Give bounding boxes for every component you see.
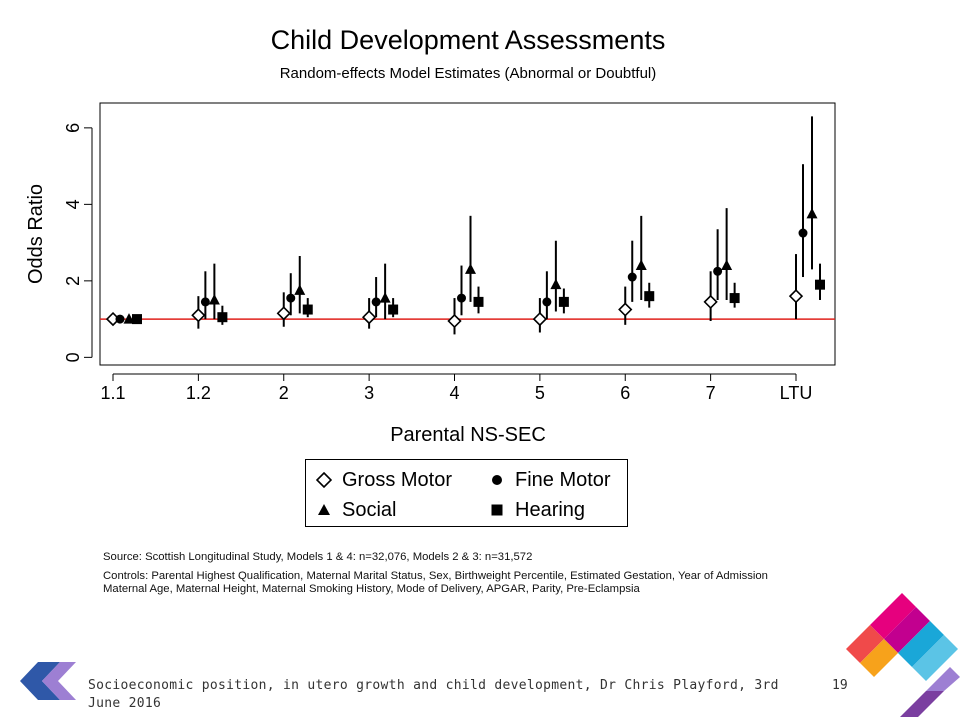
circle-filled-icon bbox=[492, 475, 502, 485]
y-tick-label: 4 bbox=[63, 199, 83, 209]
data-point-fine-motor bbox=[457, 293, 466, 303]
x-tick-label: 3 bbox=[364, 383, 374, 403]
legend: Gross Motor Fine Motor Social Hearing bbox=[305, 459, 628, 527]
data-point-gross-motor bbox=[532, 311, 548, 327]
data-point-gross-motor bbox=[447, 313, 462, 329]
data-point-social bbox=[123, 313, 135, 324]
logo-right-icon bbox=[846, 593, 960, 717]
data-point-hearing bbox=[558, 296, 569, 307]
data-point-gross-motor bbox=[361, 310, 377, 325]
data-point-fine-motor bbox=[286, 293, 296, 303]
diamond-open-icon bbox=[316, 472, 332, 488]
source-note: Source: Scottish Longitudinal Study, Mod… bbox=[103, 551, 533, 563]
data-point-fine-motor bbox=[798, 228, 808, 238]
x-tick-label: 5 bbox=[535, 383, 545, 403]
y-tick-label: 0 bbox=[63, 352, 83, 362]
chart: Child Development Assessments Random-eff… bbox=[25, 25, 836, 446]
page-number: 19 bbox=[832, 678, 848, 693]
x-axis-label: Parental NS-SEC bbox=[390, 424, 546, 446]
square-filled-icon bbox=[491, 504, 503, 516]
data-point-gross-motor bbox=[703, 294, 718, 310]
data-point-hearing bbox=[302, 304, 313, 315]
data-point-gross-motor bbox=[788, 289, 804, 304]
legend-label: Fine Motor bbox=[515, 469, 611, 491]
data-point-hearing bbox=[473, 296, 484, 307]
x-tick-label: 7 bbox=[706, 383, 716, 403]
chart-subtitle: Random-effects Model Estimates (Abnormal… bbox=[280, 65, 657, 82]
data-point-social bbox=[294, 284, 306, 295]
data-point-hearing bbox=[388, 304, 399, 315]
x-tick-label: 6 bbox=[620, 383, 630, 403]
y-tick-label: 6 bbox=[63, 123, 83, 133]
data-point-social bbox=[550, 278, 562, 290]
data-point-hearing bbox=[729, 293, 740, 304]
data-point-gross-motor bbox=[618, 302, 633, 317]
data-point-social bbox=[379, 292, 391, 303]
data-point-hearing bbox=[217, 312, 228, 323]
triangle-filled-icon bbox=[318, 504, 330, 515]
controls-note-line-2: Maternal Age, Maternal Height, Maternal … bbox=[103, 583, 640, 595]
legend-label: Hearing bbox=[515, 499, 586, 521]
x-tick-label: 4 bbox=[449, 383, 459, 403]
notes: Source: Scottish Longitudinal Study, Mod… bbox=[103, 551, 863, 596]
data-point-gross-motor bbox=[276, 306, 291, 321]
data-point-fine-motor bbox=[713, 266, 723, 276]
y-tick-label: 2 bbox=[63, 276, 83, 286]
plot-area bbox=[99, 102, 836, 366]
y-axis-label: Odds Ratio bbox=[25, 184, 47, 284]
data-point-social bbox=[208, 293, 220, 305]
data-point-fine-motor bbox=[542, 297, 552, 307]
data-point-fine-motor bbox=[627, 272, 637, 282]
data-point-social bbox=[635, 259, 647, 271]
x-tick-label: LTU bbox=[780, 383, 813, 403]
x-tick-label: 1.1 bbox=[100, 383, 125, 403]
data-point-hearing bbox=[644, 291, 655, 302]
data-point-hearing bbox=[132, 314, 142, 325]
data-point-social bbox=[721, 259, 733, 271]
data-point-fine-motor bbox=[200, 297, 210, 307]
legend-label: Social bbox=[342, 499, 397, 521]
x-tick-label: 2 bbox=[279, 383, 289, 403]
data-point-social bbox=[465, 263, 476, 274]
y-axis: 0 2 4 6 bbox=[63, 123, 93, 362]
x-axis: 1.1 1.2 2 3 4 5 6 7 LTU bbox=[100, 373, 813, 403]
data-point-fine-motor bbox=[115, 314, 125, 324]
x-tick-label: 1.2 bbox=[186, 383, 211, 403]
legend-label: Gross Motor bbox=[342, 469, 453, 491]
data-point-gross-motor bbox=[191, 308, 206, 323]
footer-text: Socioeconomic position, in utero growth … bbox=[88, 678, 779, 711]
logo-left-icon bbox=[20, 662, 76, 700]
data-point-social bbox=[806, 207, 818, 219]
chart-title: Child Development Assessments bbox=[271, 25, 666, 55]
controls-note-line-1: Controls: Parental Highest Qualification… bbox=[103, 570, 768, 582]
data-point-fine-motor bbox=[371, 297, 381, 307]
chart-marks bbox=[105, 116, 825, 335]
data-point-hearing bbox=[815, 279, 825, 290]
